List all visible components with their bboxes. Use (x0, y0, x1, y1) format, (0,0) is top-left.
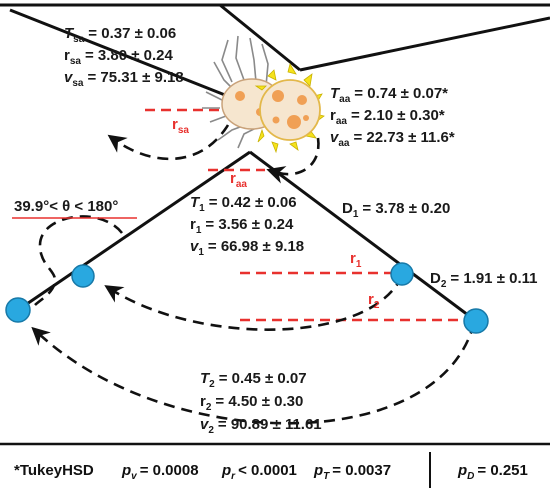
svg-text:vsa= 75.31 ± 9.18: vsa = 75.31 ± 9.18 (64, 69, 184, 89)
upper-branch-left (219, 3, 301, 72)
d2-label: D2 = 1.91 ± 0.11 (430, 270, 537, 290)
node-left (71, 264, 95, 288)
r-aa-sub: aa (236, 179, 248, 190)
p-v-value: = 0.0008 (140, 462, 199, 479)
right-main-branch (249, 150, 477, 323)
path-2-arc (31, 322, 476, 425)
p-r: pr < 0.0001 (221, 462, 297, 482)
r-2-sub: 2 (374, 300, 380, 311)
p-r-value: < 0.0001 (238, 462, 297, 479)
svg-text:r2= 4.50 ± 0.30: r2 = 4.50 ± 0.30 (200, 393, 303, 413)
svg-text:r1= 3.56 ± 0.24: r1 = 3.56 ± 0.24 (190, 216, 294, 236)
p-T: pT = 0.0037 (313, 462, 391, 482)
r-sa-sub: sa (178, 125, 190, 136)
stat-T2: = 0.45 ± 0.07 (219, 370, 307, 387)
stats-1: T1 = 0.42 ± 0.06 r1 = 3.56 ± 0.24 v1 = 66.9… (190, 194, 304, 258)
stat-r1: = 3.56 ± 0.24 (205, 216, 294, 233)
stat-Tsa: = 0.37 ± 0.06 (88, 25, 176, 42)
stats-sa: Tsa = 0.37 ± 0.06 rsa = 3.80 ± 0.24 vsa = 7… (64, 25, 184, 89)
p-D-value: = 0.251 (477, 462, 527, 479)
d1-label: D1 = 3.78 ± 0.20 (342, 200, 450, 220)
p-T-value: = 0.0037 (332, 462, 391, 479)
stat-v2: = 90.89 ± 11.61 (218, 416, 322, 433)
stats-2: T2 = 0.45 ± 0.07 r2 = 4.50 ± 0.30 v2 = 90.8… (200, 370, 322, 436)
svg-text:Tsa= 0.37 ± 0.06: Tsa = 0.37 ± 0.06 (64, 25, 176, 45)
footer-stats: *TukeyHSD pv = 0.0008 pr < 0.0001 pT = 0.00… (14, 452, 528, 488)
path-angle-arc (34, 215, 124, 306)
stat-rsa: = 3.80 ± 0.24 (85, 47, 174, 64)
stat-D1: = 3.78 ± 0.20 (362, 200, 450, 217)
svg-text:T2= 0.45 ± 0.07: T2 = 0.45 ± 0.07 (200, 370, 307, 390)
p-v: pv = 0.0008 (121, 462, 199, 482)
svg-text:T1= 0.42 ± 0.06: T1 = 0.42 ± 0.06 (190, 194, 297, 214)
tukey-label: *TukeyHSD (14, 462, 94, 479)
node-right-1 (390, 262, 414, 286)
stat-vaa: = 22.73 ± 11.6* (353, 129, 454, 146)
left-main-branch (17, 150, 251, 312)
stat-vsa: = 75.31 ± 9.18 (87, 69, 183, 86)
path-sa-arc (107, 124, 230, 161)
r-1-label: r1 (350, 250, 362, 270)
svg-text:v2= 90.89 ± 11.61: v2 = 90.89 ± 11.61 (200, 416, 322, 436)
node-right-2 (463, 308, 489, 334)
r-sa-label: rsa (172, 116, 189, 136)
path-1-arc (104, 275, 404, 331)
r-2-label: r2 (368, 291, 380, 311)
stat-Taa: = 0.74 ± 0.07* (354, 85, 448, 102)
stat-T1: = 0.42 ± 0.06 (209, 194, 297, 211)
angle-label: 39.9°< θ < 180° (14, 198, 118, 215)
stat-v1: = 66.98 ± 9.18 (208, 238, 304, 255)
upper-left-to-crab (9, 8, 226, 97)
r-aa-label: raa (230, 170, 247, 190)
stats-aa: Taa = 0.74 ± 0.07* raa = 2.10 ± 0.30* vaa =… (330, 85, 455, 149)
path-aa-arc (266, 137, 320, 184)
svg-text:Taa= 0.74 ± 0.07*: Taa = 0.74 ± 0.07* (330, 85, 448, 105)
stat-raa: = 2.10 ± 0.30* (351, 107, 445, 124)
upper-branch-right (299, 16, 550, 72)
stat-r2: = 4.50 ± 0.30 (215, 393, 303, 410)
stat-D2: = 1.91 ± 0.11 (450, 270, 537, 287)
svg-text:rsa= 3.80 ± 0.24: rsa = 3.80 ± 0.24 (64, 47, 174, 67)
svg-text:vaa= 22.73 ± 11.6*: vaa = 22.73 ± 11.6* (330, 129, 455, 149)
svg-text:raa= 2.10 ± 0.30*: raa = 2.10 ± 0.30* (330, 107, 445, 127)
crab-illustration (202, 35, 325, 154)
r-1-sub: 1 (356, 259, 362, 270)
p-D: pD = 0.251 (457, 462, 528, 482)
svg-text:v1= 66.98 ± 9.18: v1 = 66.98 ± 9.18 (190, 238, 304, 258)
node-far-left (5, 297, 31, 323)
